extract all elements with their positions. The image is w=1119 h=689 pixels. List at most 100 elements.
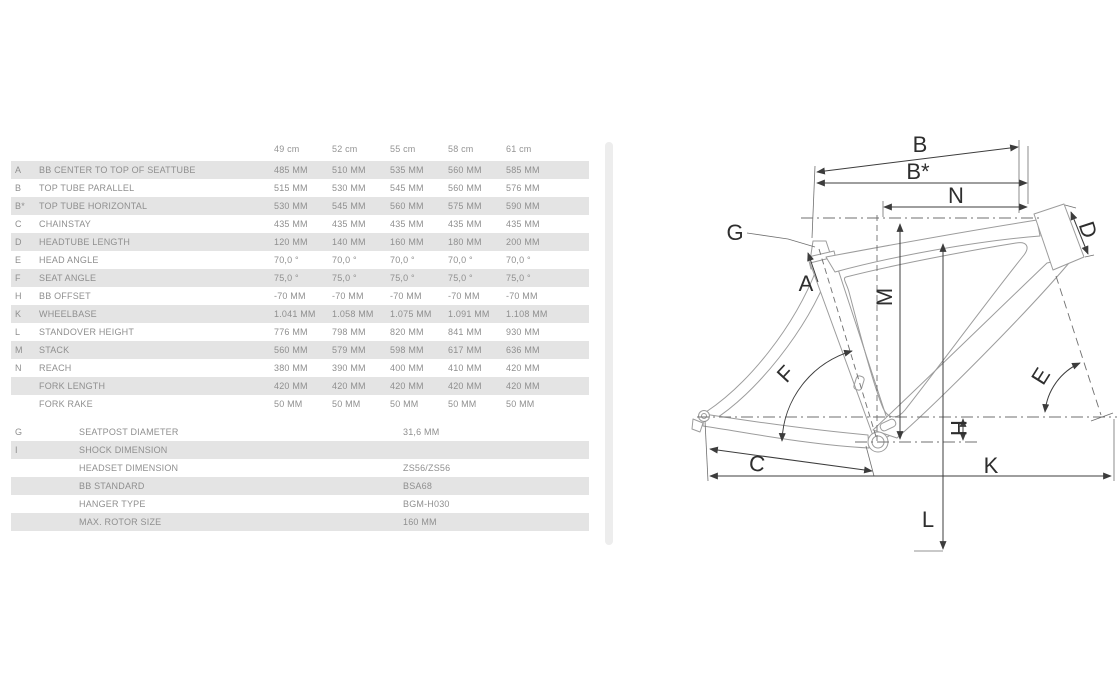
table-row: K WHEELBASE 1.041 MM 1.058 MM 1.075 MM 1.091 …: [11, 305, 589, 323]
row-value: 530 MM: [332, 183, 366, 193]
row-value: 400 MM: [390, 363, 424, 373]
row-value: 485 MM: [274, 165, 308, 175]
row-label: HEAD ANGLE: [39, 255, 99, 265]
size-column-header: 58 cm: [448, 144, 474, 154]
spec-table: G SEATPOST DIAMETER 31,6 MM I SHOCK DIMENSIO…: [11, 423, 589, 531]
row-value: 435 MM: [506, 219, 540, 229]
row-key: K: [15, 309, 22, 319]
dim-seat-angle-arc: [778, 349, 853, 442]
label-f: F: [772, 360, 799, 387]
dim-top-tube-parallel: [816, 144, 1019, 175]
row-value: 50 MM: [332, 399, 361, 409]
row-value: 590 MM: [506, 201, 540, 211]
row-value: 75,0 °: [274, 273, 299, 283]
row-value: 560 MM: [274, 345, 308, 355]
row-label: REACH: [39, 363, 72, 373]
row-label: STACK: [39, 345, 70, 355]
row-value: 380 MM: [274, 363, 308, 373]
row-key: B*: [15, 201, 25, 211]
row-key: A: [15, 165, 22, 175]
row-label: FORK RAKE: [39, 399, 93, 409]
row-value: 200 MM: [506, 237, 540, 247]
row-value: 798 MM: [332, 327, 366, 337]
row-value: 575 MM: [448, 201, 482, 211]
scrollbar-thumb[interactable]: [605, 142, 613, 545]
label-h: H: [946, 420, 971, 436]
row-value: 579 MM: [332, 345, 366, 355]
row-value: 420 MM: [506, 381, 540, 391]
geometry-rows: A BB CENTER TO TOP OF SEATTUBE 485 MM 510 M…: [11, 161, 589, 413]
row-value: 776 MM: [274, 327, 308, 337]
table-row: N REACH 380 MM 390 MM 400 MM 410 MM 420 MM: [11, 359, 589, 377]
row-value: 410 MM: [448, 363, 482, 373]
row-value: 576 MM: [506, 183, 540, 193]
table-row: L STANDOVER HEIGHT 776 MM 798 MM 820 MM 841 M…: [11, 323, 589, 341]
row-value: 435 MM: [332, 219, 366, 229]
spec-label: BB STANDARD: [79, 481, 145, 491]
label-n: N: [948, 183, 964, 208]
bottle-boss: [853, 375, 865, 391]
row-value: 535 MM: [390, 165, 424, 175]
spec-label: SHOCK DIMENSION: [79, 445, 168, 455]
label-c: C: [748, 450, 767, 477]
spec-value: ZS56/ZS56: [403, 463, 451, 473]
extension-line: [1084, 254, 1095, 258]
row-value: 841 MM: [448, 327, 482, 337]
label-b-star: B*: [906, 159, 930, 184]
row-value: 390 MM: [332, 363, 366, 373]
row-key: L: [15, 327, 21, 337]
row-value: 1.091 MM: [448, 309, 490, 319]
row-key: C: [15, 219, 22, 229]
spec-key: G: [15, 427, 23, 437]
row-label: TOP TUBE PARALLEL: [39, 183, 135, 193]
spec-row: HANGER TYPE BGM-H030: [11, 495, 589, 513]
row-value: 75,0 °: [448, 273, 473, 283]
row-value: 1.108 MM: [506, 309, 548, 319]
head-axis-ground-tick: [1090, 412, 1114, 422]
row-value: 70,0 °: [448, 255, 473, 265]
spec-key: I: [15, 445, 18, 455]
row-label: TOP TUBE HORIZONTAL: [39, 201, 148, 211]
spec-row: BB STANDARD BSA68: [11, 477, 589, 495]
table-row: B TOP TUBE PARALLEL 515 MM 530 MM 545 MM 560 …: [11, 179, 589, 197]
row-key: M: [15, 345, 23, 355]
row-label: WHEELBASE: [39, 309, 97, 319]
row-value: 1.075 MM: [390, 309, 432, 319]
size-column-header: 61 cm: [506, 144, 532, 154]
spec-value: BSA68: [403, 481, 433, 491]
row-value: 530 MM: [274, 201, 308, 211]
row-value: 420 MM: [390, 381, 424, 391]
row-value: 140 MM: [332, 237, 366, 247]
row-value: 820 MM: [390, 327, 424, 337]
row-value: 70,0 °: [506, 255, 531, 265]
row-value: 930 MM: [506, 327, 540, 337]
row-value: 1.041 MM: [274, 309, 316, 319]
row-value: 75,0 °: [506, 273, 531, 283]
spec-value: BGM-H030: [403, 499, 450, 509]
spec-row: I SHOCK DIMENSION: [11, 441, 589, 459]
row-value: 545 MM: [390, 183, 424, 193]
row-value: 560 MM: [390, 201, 424, 211]
row-value: 585 MM: [506, 165, 540, 175]
size-column-header: 52 cm: [332, 144, 358, 154]
row-value: 420 MM: [506, 363, 540, 373]
seatpost-leader-line: [746, 232, 816, 248]
spec-row: G SEATPOST DIAMETER 31,6 MM: [11, 423, 589, 441]
table-row: H BB OFFSET -70 MM -70 MM -70 MM -70 MM -70 MM: [11, 287, 589, 305]
spec-row: MAX. ROTOR SIZE 160 MM: [11, 513, 589, 531]
row-value: 75,0 °: [390, 273, 415, 283]
row-value: 420 MM: [274, 381, 308, 391]
frame-head-tube: [1033, 203, 1085, 271]
label-m: M: [872, 288, 897, 306]
row-value: 598 MM: [390, 345, 424, 355]
frame-down-tube: [872, 256, 1075, 439]
dim-headtube-length: [1070, 211, 1089, 255]
row-value: 50 MM: [448, 399, 477, 409]
seat-tube-axis: [818, 248, 878, 441]
label-b: B: [913, 132, 928, 157]
row-label: HEADTUBE LENGTH: [39, 237, 131, 247]
size-column-header: 55 cm: [390, 144, 416, 154]
row-value: 545 MM: [332, 201, 366, 211]
extension-line: [704, 420, 709, 482]
